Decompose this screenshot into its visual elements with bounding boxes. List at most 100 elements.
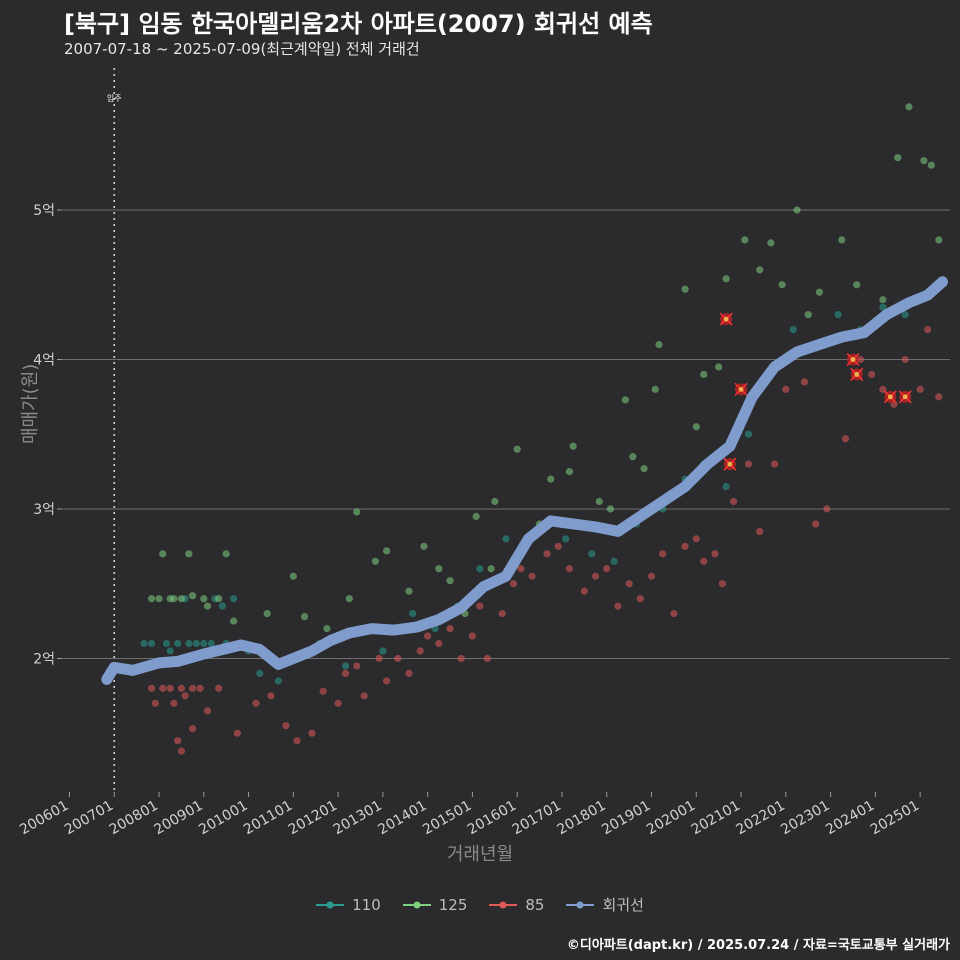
point-125 bbox=[741, 236, 749, 244]
x-tick-label: 202201 bbox=[734, 798, 788, 839]
point-110 bbox=[256, 669, 264, 678]
point-110 bbox=[185, 639, 193, 648]
legend-label-regression: 회귀선 bbox=[602, 896, 644, 914]
point-85 bbox=[580, 587, 588, 595]
point-125 bbox=[905, 103, 913, 111]
point-125 bbox=[300, 613, 309, 621]
point-110 bbox=[200, 639, 208, 648]
point-85 bbox=[435, 639, 443, 648]
point-125 bbox=[215, 595, 223, 603]
point-85 bbox=[353, 662, 361, 670]
point-125 bbox=[185, 550, 193, 558]
point-85 bbox=[166, 684, 174, 692]
point-85 bbox=[823, 505, 831, 513]
point-125 bbox=[353, 508, 361, 516]
point-110 bbox=[789, 325, 797, 334]
x-tick-label: 202501 bbox=[868, 798, 922, 839]
point-85 bbox=[756, 527, 764, 535]
point-85 bbox=[692, 535, 700, 543]
point-85 bbox=[718, 580, 727, 588]
legend: 110 125 85 회귀선 bbox=[0, 894, 960, 915]
legend-label-85: 85 bbox=[525, 895, 545, 914]
point-125 bbox=[565, 468, 574, 476]
point-85 bbox=[729, 497, 738, 506]
point-110 bbox=[588, 550, 596, 558]
point-125 bbox=[405, 587, 413, 595]
legend-item-regression: 회귀선 bbox=[566, 894, 644, 915]
point-110 bbox=[379, 647, 387, 655]
point-85 bbox=[591, 572, 600, 580]
point-85 bbox=[375, 654, 383, 663]
point-85 bbox=[151, 699, 159, 707]
point-85 bbox=[174, 737, 182, 745]
x-tick-label: 200901 bbox=[151, 798, 205, 839]
point-110 bbox=[610, 557, 618, 565]
x-tick-label: 202001 bbox=[644, 798, 698, 839]
point-85 bbox=[476, 602, 484, 610]
point-110 bbox=[166, 647, 174, 655]
point-110 bbox=[502, 535, 510, 543]
point-85 bbox=[868, 370, 876, 379]
point-85 bbox=[424, 632, 432, 640]
source-credit: ©디아파트(dapt.kr) / 2025.07.24 / 자료=국토교통부 실… bbox=[566, 938, 950, 953]
point-85 bbox=[468, 632, 477, 640]
point-125 bbox=[692, 423, 700, 431]
y-tick-label: 4억 bbox=[33, 352, 55, 368]
point-125 bbox=[263, 610, 271, 618]
point-85 bbox=[159, 684, 167, 692]
point-125 bbox=[547, 475, 555, 483]
point-85 bbox=[282, 722, 290, 730]
point-85 bbox=[924, 325, 932, 334]
point-85 bbox=[147, 684, 156, 692]
point-125 bbox=[203, 602, 212, 610]
point-125 bbox=[853, 281, 861, 289]
point-110 bbox=[218, 602, 227, 610]
point-85 bbox=[498, 610, 506, 618]
y-tick-label: 5억 bbox=[33, 203, 55, 219]
x-tick-label: 201701 bbox=[510, 798, 564, 839]
point-125 bbox=[147, 595, 156, 603]
legend-item-85: 85 bbox=[489, 894, 544, 915]
point-85 bbox=[528, 572, 536, 580]
point-85 bbox=[341, 669, 350, 678]
point-85 bbox=[405, 669, 413, 678]
x-tick-label: 201301 bbox=[331, 798, 385, 839]
point-125 bbox=[778, 281, 786, 289]
cancelled-marker bbox=[898, 390, 912, 404]
point-110 bbox=[834, 311, 842, 319]
legend-item-110: 110 bbox=[316, 894, 381, 915]
point-85 bbox=[383, 677, 391, 685]
point-125 bbox=[200, 595, 208, 603]
point-85 bbox=[800, 378, 809, 386]
x-tick-label: 201001 bbox=[196, 798, 250, 839]
point-85 bbox=[196, 684, 204, 692]
point-85 bbox=[446, 624, 454, 633]
legend-key-85 bbox=[489, 901, 518, 908]
chart-subtitle: 2007-07-18 ~ 2025-07-09(최근계약일) 전체 거래건 bbox=[64, 40, 420, 58]
legend-key-regression bbox=[566, 901, 595, 908]
point-125 bbox=[155, 595, 163, 603]
point-125 bbox=[722, 275, 730, 283]
point-125 bbox=[323, 624, 331, 633]
regression-line bbox=[101, 276, 948, 685]
point-125 bbox=[838, 236, 846, 244]
point-110 bbox=[562, 535, 570, 543]
point-85 bbox=[252, 699, 260, 707]
point-110 bbox=[476, 565, 484, 573]
point-125 bbox=[804, 311, 812, 319]
move-in-label: 입주 bbox=[107, 94, 122, 103]
point-125 bbox=[170, 595, 178, 603]
point-125 bbox=[681, 285, 689, 293]
cancelled-marker bbox=[883, 390, 897, 404]
cancelled-marker bbox=[734, 382, 748, 396]
point-125 bbox=[420, 542, 428, 550]
point-85 bbox=[711, 550, 719, 558]
point-125 bbox=[513, 445, 521, 453]
x-tick-label: 202101 bbox=[689, 798, 743, 839]
point-85 bbox=[614, 602, 622, 610]
point-125 bbox=[289, 572, 297, 580]
point-110 bbox=[147, 639, 156, 648]
point-125 bbox=[188, 592, 197, 600]
point-125 bbox=[222, 550, 230, 558]
point-125 bbox=[756, 266, 764, 274]
